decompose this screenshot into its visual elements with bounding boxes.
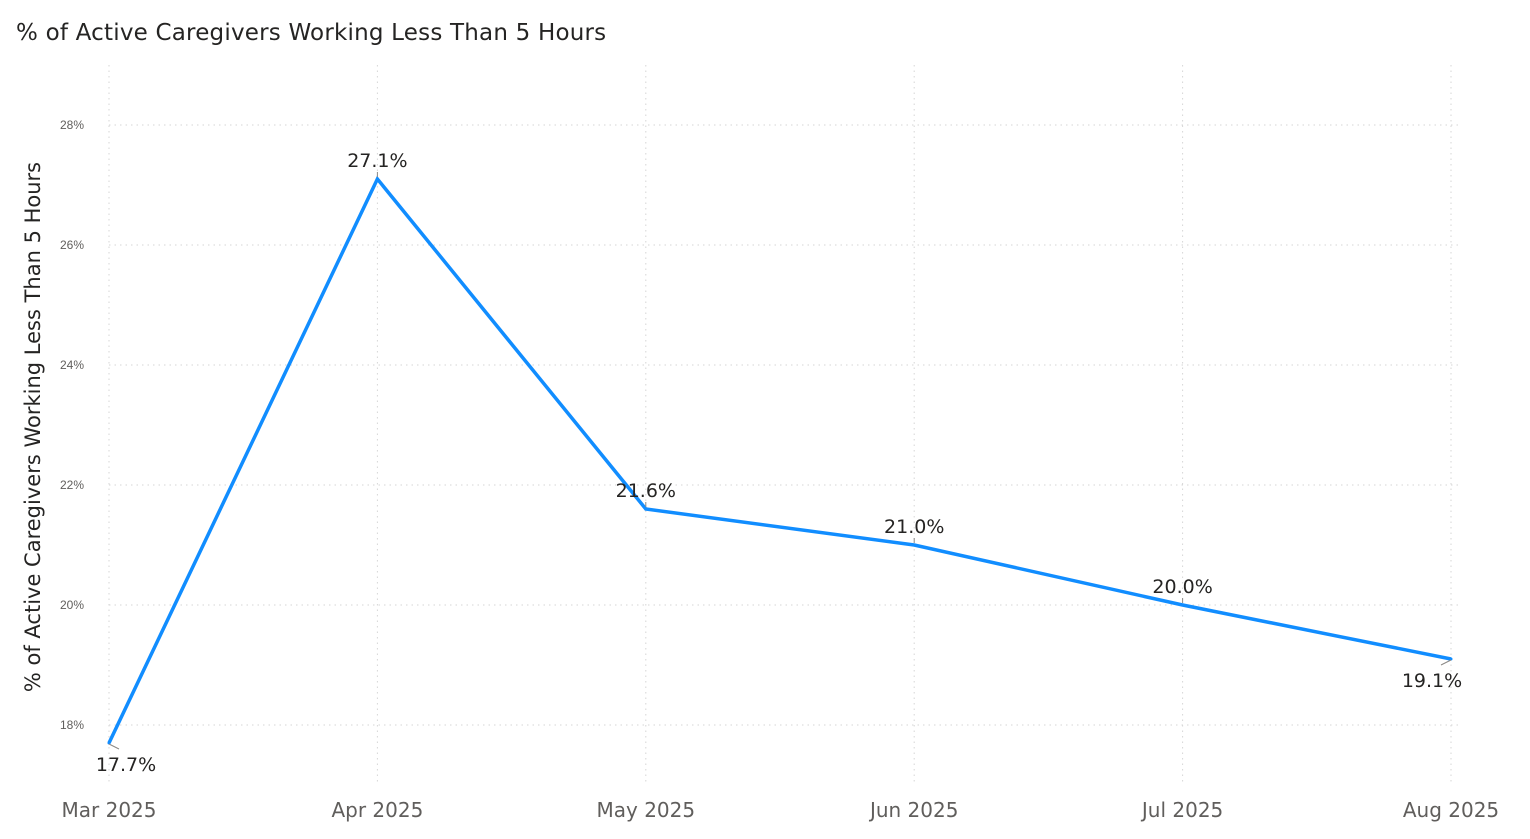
x-tick-label: Aug 2025	[1403, 798, 1499, 822]
data-label: 20.0%	[1152, 576, 1212, 598]
x-axis-ticks: Mar 2025 Apr 2025 May 2025 Jun 2025 Jul 2025…	[62, 798, 1500, 822]
y-tick-label: 28%	[60, 118, 84, 132]
data-point	[375, 177, 379, 181]
chart-title: % of Active Caregivers Working Less Than…	[16, 20, 607, 46]
y-tick-label: 22%	[60, 478, 84, 492]
label-leader	[108, 743, 120, 750]
y-tick-label: 18%	[60, 718, 84, 732]
gridlines	[108, 65, 1462, 785]
y-tick-label: 26%	[60, 238, 84, 252]
y-tick-label: 24%	[60, 358, 84, 372]
data-point	[1181, 603, 1185, 607]
x-tick-label: Jul 2025	[1140, 798, 1223, 822]
x-tick-label: May 2025	[596, 798, 695, 822]
data-point	[644, 507, 648, 511]
data-point	[912, 543, 916, 547]
x-tick-label: Apr 2025	[331, 798, 423, 822]
y-axis-label: % of Active Caregivers Working Less Than…	[21, 162, 45, 692]
data-label: 27.1%	[347, 150, 407, 172]
y-axis-ticks: 18% 20% 22% 24% 26% 28%	[60, 118, 84, 732]
x-tick-label: Mar 2025	[62, 798, 157, 822]
series-line-layer	[107, 175, 1453, 745]
data-point	[107, 741, 111, 745]
data-point	[1449, 657, 1453, 661]
data-label: 17.7%	[96, 754, 156, 776]
data-label: 19.1%	[1402, 670, 1462, 692]
y-tick-label: 20%	[60, 598, 84, 612]
series-line	[107, 175, 1452, 744]
data-label: 21.0%	[884, 516, 944, 538]
x-tick-label: Jun 2025	[868, 798, 959, 822]
data-label: 21.6%	[616, 480, 676, 502]
data-labels: 17.7% 27.1% 21.6% 21.0% 20.0% 19.1%	[96, 150, 1462, 776]
label-leader	[1440, 659, 1452, 666]
